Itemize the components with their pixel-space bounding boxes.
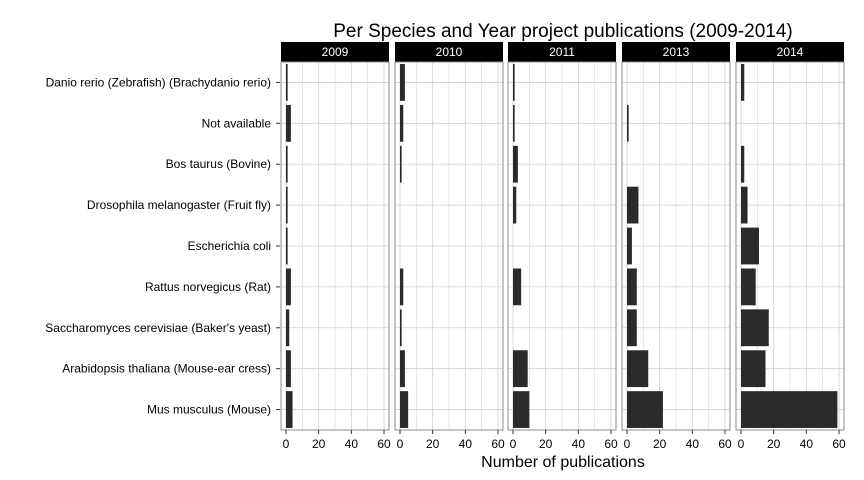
bar [741,268,756,306]
bar [741,145,745,183]
bar [400,350,405,388]
panel-2010: 2010 0 20 40 60 [394,42,505,451]
x-tick-label: 20 [653,437,667,451]
x-tick-label: 40 [572,437,586,451]
x-tick-label: 40 [459,437,473,451]
bar [741,350,766,388]
panel-strip [508,42,616,62]
bar [741,391,838,428]
category-label: Saccharomyces cerevisiae (Baker's yeast) [45,321,271,335]
bar [627,391,663,428]
x-tick-label: 60 [604,437,618,451]
bar [513,391,530,428]
x-tick-label: 0 [397,437,404,451]
panel-2014: 2014 0 20 40 60 [735,42,846,451]
x-tick-label: 60 [491,437,505,451]
x-tick-label: 0 [738,437,745,451]
bar [741,186,748,224]
bar [286,227,288,265]
bar [286,268,291,306]
bar [286,145,288,183]
category-label: Drosophila melanogaster (Fruit fly) [87,198,271,212]
category-label: Danio rerio (Zebrafish) (Brachydanio rer… [46,75,271,89]
panel-2013: 2013 0 20 40 60 [621,42,732,451]
bar [286,391,293,428]
panel-strip [622,42,730,62]
bar [627,309,637,347]
bar [286,104,291,142]
bar [513,64,515,101]
bar [627,186,639,224]
panel-strip [281,42,389,62]
panel-strip [395,42,503,62]
bar [286,350,291,388]
bar [400,145,402,183]
category-label: Arabidopsis thaliana (Mouse-ear cress) [62,362,271,376]
x-tick-label: 60 [832,437,846,451]
bar [400,104,404,142]
panel-2011: 2011 0 20 40 60 [507,42,618,451]
x-tick-label: 20 [312,437,326,451]
x-tick-label: 0 [510,437,517,451]
panel-strip-label: 2010 [436,45,463,59]
panel-strip-label: 2009 [322,45,349,59]
bar [286,186,288,224]
category-label: Not available [202,116,272,130]
panel-border [280,61,390,431]
category-labels: Danio rerio (Zebrafish) (Brachydanio rer… [45,75,280,417]
bar [400,309,402,347]
chart-title: Per Species and Year project publication… [333,21,792,42]
x-tick-label: 60 [718,437,732,451]
category-label: Rattus norvegicus (Rat) [145,280,271,294]
panel-strip [736,42,844,62]
x-tick-label: 40 [345,437,359,451]
panel-strip-label: 2014 [777,45,804,59]
x-tick-label: 0 [624,437,631,451]
bar [513,104,515,142]
bar [400,391,409,428]
panel-border [621,61,731,431]
panel-2009: 2009 0 20 40 60 [280,42,391,451]
x-tick-label: 20 [767,437,781,451]
bar [400,268,404,306]
bar [513,145,518,183]
bar [400,64,405,101]
bar [741,309,769,347]
bar [286,64,288,101]
panel-border [735,61,845,431]
bar [627,268,637,306]
category-label: Bos taurus (Bovine) [166,157,271,171]
panel-strip-label: 2013 [663,45,690,59]
x-tick-label: 60 [377,437,391,451]
x-tick-label: 20 [539,437,553,451]
category-label: Mus musculus (Mouse) [147,403,271,417]
bar [513,268,522,306]
bar [513,186,517,224]
bar [627,104,629,142]
category-label: Escherichia coli [188,239,271,253]
bar [741,227,759,265]
bar [741,64,745,101]
bar [513,350,528,388]
panel-border [507,61,617,431]
bar [627,227,632,265]
x-tick-label: 40 [800,437,814,451]
x-axis-label: Number of publications [481,454,645,471]
panel-strip-label: 2011 [549,45,575,59]
x-tick-label: 0 [283,437,290,451]
x-tick-label: 20 [426,437,440,451]
x-tick-label: 40 [686,437,700,451]
panel-border [394,61,504,431]
bar [627,350,649,388]
bar [286,309,290,347]
